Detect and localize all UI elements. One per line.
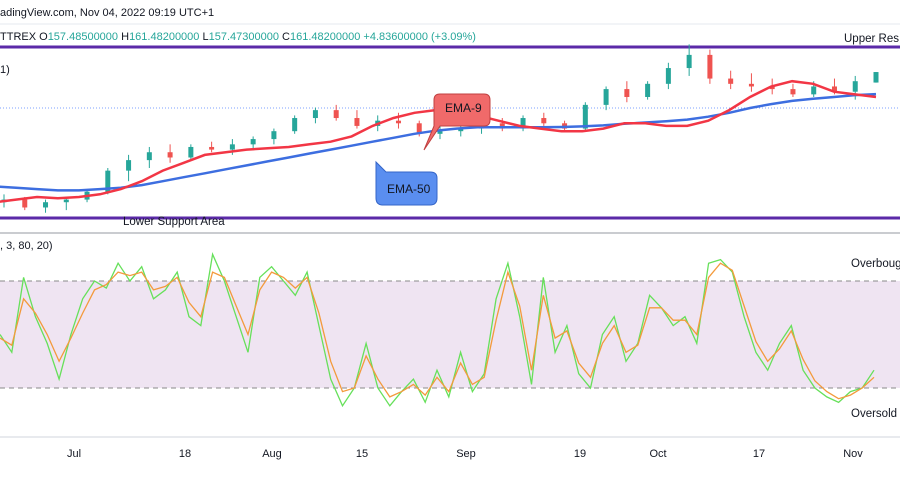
candle-body	[229, 144, 235, 150]
ema-9-callout-label: EMA-9	[445, 101, 482, 115]
candle-body	[292, 118, 298, 132]
candle-body	[63, 199, 69, 203]
x-tick-label: Nov	[843, 448, 863, 460]
high-value: 161.48200000	[129, 31, 200, 43]
candle-body	[105, 170, 111, 192]
close-value: 161.48200000	[289, 31, 361, 43]
candle-body	[458, 128, 464, 132]
overbought-label: Overbougl	[851, 258, 900, 270]
x-tick-label: Sep	[456, 448, 476, 460]
oscillator-indicator-label: , 3, 80, 20)	[0, 240, 53, 252]
candle-body	[416, 123, 422, 134]
candle-body	[520, 118, 526, 129]
candle-body	[209, 146, 215, 150]
candle-body	[167, 152, 173, 158]
candle-body	[354, 118, 360, 126]
candle-body	[645, 83, 651, 97]
x-tick-label: Oct	[649, 448, 667, 460]
chart-source-header: adingView.com, Nov 04, 2022 09:19 UTC+1	[0, 7, 215, 19]
candle-body	[811, 86, 817, 95]
candle-body	[395, 120, 401, 124]
candle-body	[873, 72, 879, 83]
candle-body	[852, 81, 858, 92]
oscillator-band	[0, 281, 900, 388]
candle-body	[665, 68, 671, 84]
candle-body	[790, 89, 796, 95]
x-tick-label: 15	[355, 448, 369, 460]
price-indicator-label: 1)	[0, 64, 10, 76]
price-change: +4.83600000 (+3.09%)	[363, 31, 476, 43]
candle-body	[728, 78, 734, 84]
low-label: L	[202, 31, 209, 43]
stoch-d-line	[0, 262, 875, 400]
x-tick-label: 19	[573, 448, 587, 460]
candle-body	[582, 104, 588, 129]
lower-support-label: Lower Support Area	[123, 216, 225, 228]
x-tick-label: 17	[752, 448, 766, 460]
candle-body	[541, 118, 547, 124]
candle-body	[437, 131, 443, 134]
ema-50-callout	[375, 160, 438, 206]
upper-resistance-label: Upper Res	[844, 33, 899, 45]
candle-body	[188, 146, 194, 158]
candle-body	[686, 54, 692, 69]
ema-9-callout	[423, 93, 491, 151]
ohlc-readout: TTREX O157.48500000 H161.48200000 L157.4…	[0, 31, 476, 43]
candle-body	[603, 89, 609, 105]
candle-body	[312, 110, 318, 119]
candle-body	[624, 89, 630, 97]
oversold-label: Oversold	[851, 408, 898, 420]
candles	[1, 44, 879, 213]
candle-body	[271, 131, 277, 140]
x-tick-label: Jul	[66, 448, 82, 460]
candle-body	[22, 199, 28, 208]
ema-50-callout-label: EMA-50	[387, 182, 431, 196]
candle-body	[748, 83, 754, 87]
candle-body	[250, 139, 256, 145]
low-value: 157.47300000	[208, 31, 279, 43]
candle-body	[43, 202, 49, 208]
candle-body	[831, 86, 837, 92]
x-tick-label: Aug	[262, 448, 282, 460]
symbol-label: TTREX	[0, 31, 37, 43]
open-label: O	[39, 31, 48, 43]
candle-body	[126, 160, 132, 171]
high-label: H	[121, 31, 130, 43]
close-label: C	[282, 31, 290, 43]
candle-body	[333, 110, 339, 119]
candle-body	[499, 123, 505, 129]
candle-body	[769, 86, 775, 90]
candle-body	[146, 152, 152, 161]
x-tick-label: 18	[178, 448, 192, 460]
open-value: 157.48500000	[47, 31, 119, 43]
candle-body	[707, 54, 713, 79]
